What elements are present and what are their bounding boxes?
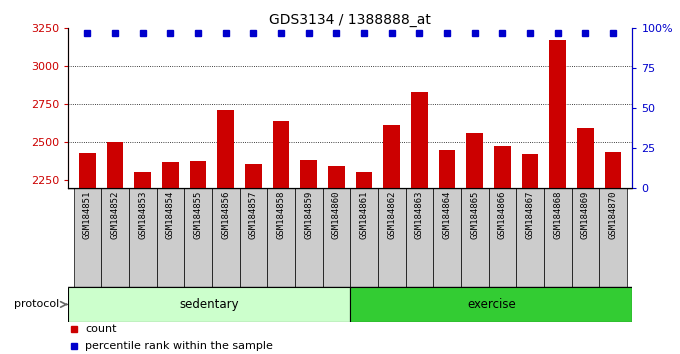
Bar bbox=[494, 146, 511, 188]
Text: GSM184859: GSM184859 bbox=[304, 190, 313, 239]
Bar bbox=[79, 153, 96, 188]
Text: GSM184868: GSM184868 bbox=[554, 190, 562, 239]
Bar bbox=[328, 166, 345, 188]
Bar bbox=[405, 188, 433, 287]
Text: GSM184869: GSM184869 bbox=[581, 190, 590, 239]
Bar bbox=[135, 172, 151, 188]
Bar bbox=[295, 188, 322, 287]
Bar bbox=[571, 188, 599, 287]
Bar bbox=[184, 188, 212, 287]
Text: GSM184855: GSM184855 bbox=[194, 190, 203, 239]
Text: percentile rank within the sample: percentile rank within the sample bbox=[85, 341, 273, 351]
Text: GSM184851: GSM184851 bbox=[83, 190, 92, 239]
Bar bbox=[73, 188, 101, 287]
Bar bbox=[350, 287, 632, 322]
Bar bbox=[212, 188, 239, 287]
Bar bbox=[350, 188, 378, 287]
Text: GSM184857: GSM184857 bbox=[249, 190, 258, 239]
Text: GSM184860: GSM184860 bbox=[332, 190, 341, 239]
Text: protocol: protocol bbox=[14, 299, 60, 309]
Bar bbox=[433, 188, 461, 287]
Bar bbox=[107, 142, 123, 188]
Text: sedentary: sedentary bbox=[180, 298, 239, 311]
Text: GSM184870: GSM184870 bbox=[609, 190, 617, 239]
Text: GSM184863: GSM184863 bbox=[415, 190, 424, 239]
Bar bbox=[162, 162, 179, 188]
Bar bbox=[218, 110, 234, 188]
Bar bbox=[605, 152, 622, 188]
Bar bbox=[439, 150, 456, 188]
Bar bbox=[239, 188, 267, 287]
Title: GDS3134 / 1388888_at: GDS3134 / 1388888_at bbox=[269, 13, 431, 27]
Text: GSM184854: GSM184854 bbox=[166, 190, 175, 239]
Bar bbox=[411, 92, 428, 188]
Bar bbox=[190, 161, 206, 188]
Bar bbox=[301, 160, 317, 188]
Bar bbox=[322, 188, 350, 287]
Text: GSM184852: GSM184852 bbox=[111, 190, 120, 239]
Bar bbox=[544, 188, 571, 287]
Bar bbox=[273, 121, 289, 188]
Text: GSM184864: GSM184864 bbox=[443, 190, 452, 239]
Text: exercise: exercise bbox=[467, 298, 515, 311]
Bar bbox=[101, 188, 129, 287]
Bar bbox=[599, 188, 627, 287]
Bar bbox=[577, 129, 594, 188]
Bar bbox=[267, 188, 295, 287]
Text: count: count bbox=[85, 324, 116, 334]
Bar bbox=[549, 40, 566, 188]
Bar bbox=[488, 188, 516, 287]
Text: GSM184856: GSM184856 bbox=[221, 190, 231, 239]
Bar bbox=[68, 287, 350, 322]
Bar bbox=[466, 133, 483, 188]
Bar bbox=[129, 188, 156, 287]
Bar bbox=[516, 188, 544, 287]
Text: GSM184858: GSM184858 bbox=[277, 190, 286, 239]
Bar bbox=[378, 188, 405, 287]
Text: GSM184862: GSM184862 bbox=[387, 190, 396, 239]
Text: GSM184865: GSM184865 bbox=[470, 190, 479, 239]
Bar bbox=[356, 172, 373, 188]
Bar bbox=[156, 188, 184, 287]
Text: GSM184853: GSM184853 bbox=[138, 190, 147, 239]
Text: GSM184866: GSM184866 bbox=[498, 190, 507, 239]
Bar bbox=[522, 154, 539, 188]
Bar bbox=[245, 164, 262, 188]
Text: GSM184861: GSM184861 bbox=[360, 190, 369, 239]
Bar bbox=[461, 188, 488, 287]
Text: GSM184867: GSM184867 bbox=[526, 190, 534, 239]
Bar bbox=[384, 125, 400, 188]
